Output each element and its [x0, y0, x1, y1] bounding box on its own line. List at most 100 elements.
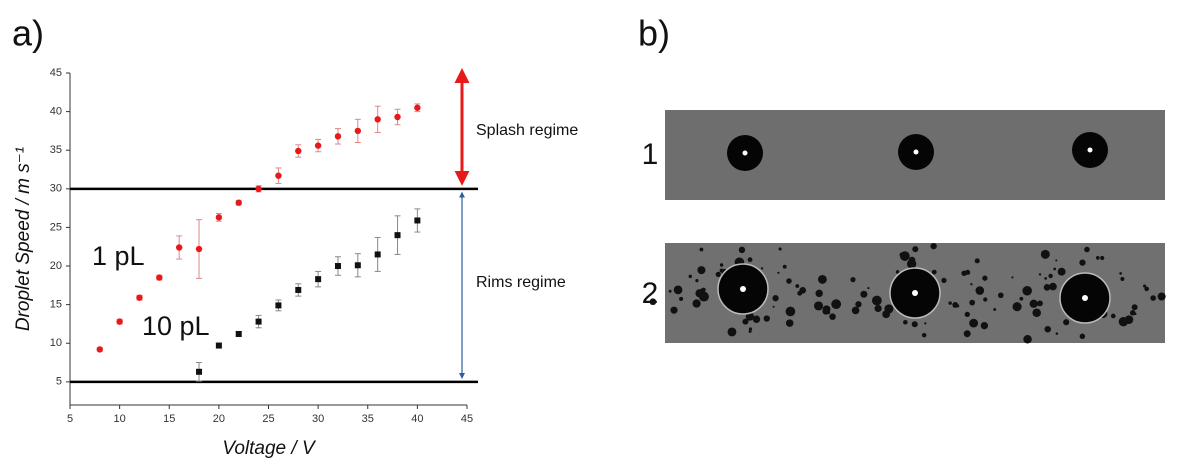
- splash-drop: [911, 321, 918, 328]
- x-tick-label: 15: [163, 413, 175, 425]
- splash-drop: [1022, 286, 1032, 296]
- splash-drop: [1019, 296, 1024, 301]
- splash-drop: [860, 290, 868, 298]
- splash-drop: [697, 266, 706, 275]
- data-point: [374, 116, 381, 123]
- data-point: [96, 346, 103, 353]
- splash-drop: [941, 277, 947, 284]
- highlight: [740, 286, 746, 292]
- splash-drop: [1055, 332, 1059, 335]
- image-panel: [649, 110, 1166, 344]
- splash-drop: [719, 268, 724, 273]
- highlight: [912, 290, 918, 296]
- data-point: [275, 302, 282, 309]
- data-point: [255, 318, 262, 325]
- x-tick-label: 40: [411, 413, 423, 425]
- splash-drop: [930, 242, 937, 250]
- splash-drop: [670, 306, 678, 314]
- y-tick-label: 40: [50, 106, 62, 118]
- splash-drop: [695, 278, 699, 283]
- splash-drop: [772, 295, 779, 302]
- data-point: [334, 263, 341, 270]
- data-point: [314, 142, 322, 149]
- splash-drop: [748, 327, 753, 331]
- splash-drop: [1032, 308, 1041, 318]
- splash-drop: [772, 305, 775, 308]
- splash-drop: [778, 247, 782, 251]
- splash-drop: [974, 258, 980, 264]
- splash-drop: [1079, 259, 1086, 266]
- splash-drop: [1127, 315, 1131, 319]
- splash-drop: [871, 295, 882, 306]
- splash-drop: [785, 319, 794, 327]
- splash-drop: [1038, 273, 1042, 276]
- splash-drop: [1131, 304, 1138, 311]
- splash-drop: [921, 332, 927, 338]
- splash-drop: [931, 269, 937, 275]
- splash-drop: [956, 304, 960, 308]
- image-label: 2: [642, 277, 659, 310]
- splash-drop: [964, 311, 970, 318]
- data-point: [275, 172, 282, 179]
- data-point: [116, 318, 123, 325]
- splash-drop: [1150, 295, 1156, 301]
- splash-drop: [777, 271, 780, 274]
- splash-drop: [822, 305, 831, 314]
- data-point: [235, 199, 242, 206]
- splash-drop: [1063, 319, 1070, 326]
- splash-drop: [742, 318, 749, 325]
- annotation: Rims regime: [476, 274, 566, 291]
- splash-drop: [983, 297, 988, 302]
- splash-drop: [785, 306, 796, 317]
- data-point: [196, 368, 203, 375]
- data-point: [354, 262, 361, 269]
- splash-drop: [1053, 267, 1057, 271]
- data-point: [295, 286, 302, 293]
- splash-drop: [948, 301, 952, 305]
- splash-drop: [1133, 312, 1137, 316]
- splash-drop: [649, 298, 657, 306]
- data-point: [136, 294, 143, 301]
- splash-drop: [1057, 267, 1066, 276]
- splash-drop: [1084, 246, 1090, 253]
- x-tick-label: 45: [461, 413, 473, 425]
- splash-drop: [1142, 284, 1147, 288]
- splash-drop: [1029, 299, 1038, 308]
- splash-drop: [829, 313, 836, 320]
- splash-drop: [912, 246, 919, 253]
- splash-drop: [795, 284, 800, 288]
- splash-drop: [908, 256, 916, 264]
- data-point: [354, 127, 362, 135]
- splash-drop: [760, 267, 764, 270]
- data-point: [195, 245, 203, 253]
- splash-drop: [786, 278, 792, 284]
- series-label: 10 pL: [142, 311, 210, 341]
- splash-drop: [1011, 276, 1014, 279]
- splash-drop: [882, 310, 891, 319]
- splash-drop: [851, 306, 860, 315]
- splash-drop: [692, 299, 701, 308]
- splash-drop: [1144, 286, 1150, 292]
- splash-drop: [993, 308, 997, 311]
- splash-drop: [799, 286, 807, 294]
- splash-drop: [850, 277, 856, 283]
- data-point: [394, 232, 401, 239]
- splash-drop: [719, 263, 724, 267]
- x-tick-label: 10: [114, 413, 126, 425]
- splash-drop: [970, 283, 973, 286]
- splash-drop: [1044, 277, 1047, 280]
- splash-drop: [747, 257, 753, 263]
- splash-drop: [1012, 302, 1022, 312]
- data-point: [215, 214, 223, 221]
- x-axis-title: Voltage / V: [222, 438, 317, 458]
- splash-drop: [1120, 277, 1125, 282]
- data-point: [295, 147, 302, 155]
- highlight: [913, 149, 919, 155]
- splash-drop: [831, 299, 842, 310]
- splash-drop: [817, 274, 827, 284]
- panel-label: b): [638, 13, 670, 54]
- highlight: [1082, 295, 1088, 301]
- splash-drop: [715, 271, 721, 277]
- splash-drop: [782, 264, 787, 269]
- x-tick-label: 25: [262, 413, 274, 425]
